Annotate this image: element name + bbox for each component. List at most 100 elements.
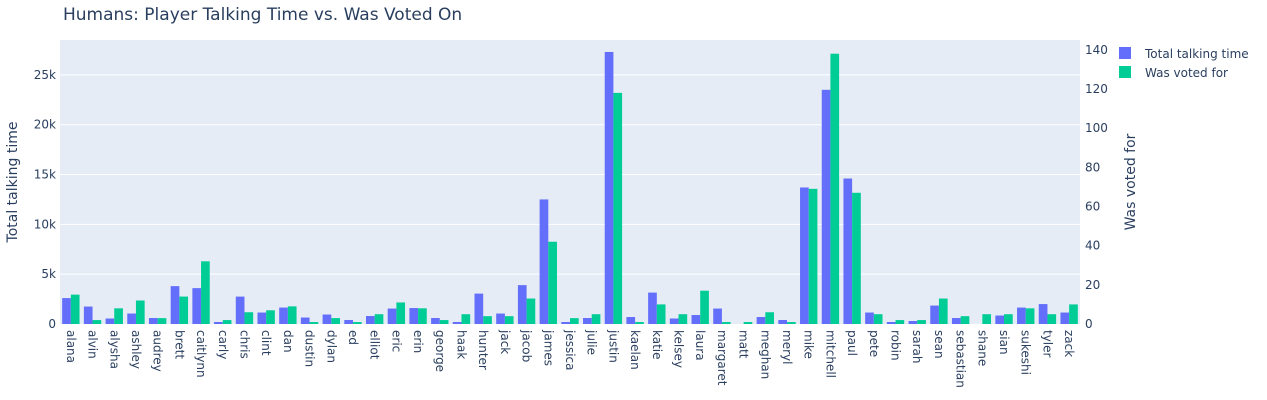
bar-talking-time[interactable] (105, 318, 115, 324)
bar-talking-time[interactable] (669, 318, 679, 324)
bar-voted-for[interactable] (157, 318, 167, 324)
bar-voted-for[interactable] (1069, 304, 1078, 324)
bar-voted-for[interactable] (613, 92, 623, 325)
bar-talking-time[interactable] (583, 318, 592, 324)
bar-voted-for[interactable] (266, 310, 275, 324)
bar-talking-time[interactable] (192, 288, 202, 324)
bar-voted-for[interactable] (526, 298, 536, 324)
bar-talking-time[interactable] (756, 317, 766, 324)
legend-swatch[interactable] (1119, 47, 1131, 59)
bar-talking-time[interactable] (821, 89, 831, 325)
legend-label[interactable]: Was voted for (1145, 66, 1228, 80)
bar-voted-for[interactable] (917, 320, 926, 324)
bar-voted-for[interactable] (504, 316, 514, 324)
bar-talking-time[interactable] (778, 320, 788, 324)
bar-voted-for[interactable] (830, 53, 840, 324)
bar-talking-time[interactable] (800, 187, 809, 324)
bar-talking-time[interactable] (257, 312, 267, 324)
bar-voted-for[interactable] (873, 314, 883, 324)
bar-voted-for[interactable] (700, 290, 709, 324)
bar-talking-time[interactable] (691, 315, 701, 324)
bar-voted-for[interactable] (765, 312, 774, 324)
bar-talking-time[interactable] (1038, 304, 1048, 324)
bar-talking-time[interactable] (170, 286, 180, 324)
bar-voted-for[interactable] (982, 314, 992, 324)
bar-talking-time[interactable] (995, 315, 1005, 324)
bar-talking-time[interactable] (452, 322, 462, 324)
bar-voted-for[interactable] (483, 316, 492, 324)
legend-label[interactable]: Total talking time (1144, 47, 1249, 61)
bar-voted-for[interactable] (418, 308, 427, 324)
bar-talking-time[interactable] (648, 292, 657, 324)
bar-voted-for[interactable] (244, 312, 254, 324)
bar-voted-for[interactable] (135, 300, 145, 324)
bar-voted-for[interactable] (635, 322, 644, 324)
bar-talking-time[interactable] (409, 308, 419, 324)
bar-voted-for[interactable] (591, 314, 601, 324)
bar-voted-for[interactable] (548, 241, 557, 324)
x-tick-label: sukeshi (1019, 330, 1033, 375)
bar-voted-for[interactable] (222, 320, 232, 324)
bar-talking-time[interactable] (713, 308, 722, 324)
bar-voted-for[interactable] (938, 298, 948, 324)
bar-talking-time[interactable] (626, 317, 636, 324)
bar-voted-for[interactable] (331, 318, 340, 324)
y2-tick-label: 20 (1085, 278, 1100, 292)
bar-voted-for[interactable] (309, 322, 319, 324)
bar-talking-time[interactable] (474, 293, 484, 324)
bar-talking-time[interactable] (214, 322, 223, 324)
bar-talking-time[interactable] (431, 318, 440, 324)
bar-talking-time[interactable] (279, 307, 288, 324)
bar-voted-for[interactable] (852, 192, 861, 324)
bar-talking-time[interactable] (1017, 307, 1026, 324)
bar-voted-for[interactable] (352, 322, 362, 324)
bar-voted-for[interactable] (114, 308, 123, 324)
bar-voted-for[interactable] (1047, 314, 1057, 324)
bar-voted-for[interactable] (678, 314, 688, 324)
bar-voted-for[interactable] (201, 261, 210, 324)
bar-talking-time[interactable] (322, 314, 332, 324)
bar-talking-time[interactable] (148, 318, 158, 324)
bar-talking-time[interactable] (539, 199, 549, 324)
x-tick-label: erin (411, 330, 425, 353)
bar-talking-time[interactable] (517, 285, 527, 324)
bar-voted-for[interactable] (396, 302, 406, 324)
bar-voted-for[interactable] (895, 320, 905, 324)
bar-voted-for[interactable] (70, 294, 80, 324)
bar-talking-time[interactable] (127, 313, 136, 324)
bar-voted-for[interactable] (721, 322, 731, 324)
bar-talking-time[interactable] (1060, 312, 1070, 324)
bar-voted-for[interactable] (960, 316, 970, 324)
bar-voted-for[interactable] (439, 320, 449, 324)
bar-talking-time[interactable] (366, 316, 375, 324)
bar-talking-time[interactable] (83, 306, 93, 324)
bar-voted-for[interactable] (179, 296, 189, 324)
bar-voted-for[interactable] (461, 314, 471, 324)
bar-voted-for[interactable] (374, 314, 384, 324)
bar-voted-for[interactable] (656, 304, 666, 324)
legend-swatch[interactable] (1119, 66, 1131, 78)
bar-voted-for[interactable] (287, 306, 297, 324)
bar-talking-time[interactable] (886, 322, 896, 324)
bar-talking-time[interactable] (387, 308, 397, 324)
bar-voted-for[interactable] (808, 188, 818, 324)
bar-voted-for[interactable] (1025, 308, 1035, 324)
bar-voted-for[interactable] (743, 322, 753, 324)
bar-voted-for[interactable] (787, 322, 796, 324)
bar-talking-time[interactable] (300, 317, 310, 324)
bar-voted-for[interactable] (1004, 314, 1013, 324)
bar-talking-time[interactable] (496, 313, 505, 324)
bar-talking-time[interactable] (604, 51, 614, 325)
legend[interactable]: Total talking time Was voted for (1119, 47, 1249, 80)
bar-talking-time[interactable] (865, 312, 874, 324)
bar-talking-time[interactable] (930, 305, 939, 324)
bar-talking-time[interactable] (561, 322, 570, 324)
bar-talking-time[interactable] (344, 320, 353, 324)
bar-talking-time[interactable] (843, 178, 853, 324)
bar-voted-for[interactable] (570, 318, 579, 324)
bar-talking-time[interactable] (951, 318, 961, 324)
bar-talking-time[interactable] (235, 296, 245, 324)
bar-talking-time[interactable] (908, 321, 918, 324)
bar-talking-time[interactable] (62, 298, 71, 324)
bar-voted-for[interactable] (92, 320, 102, 324)
